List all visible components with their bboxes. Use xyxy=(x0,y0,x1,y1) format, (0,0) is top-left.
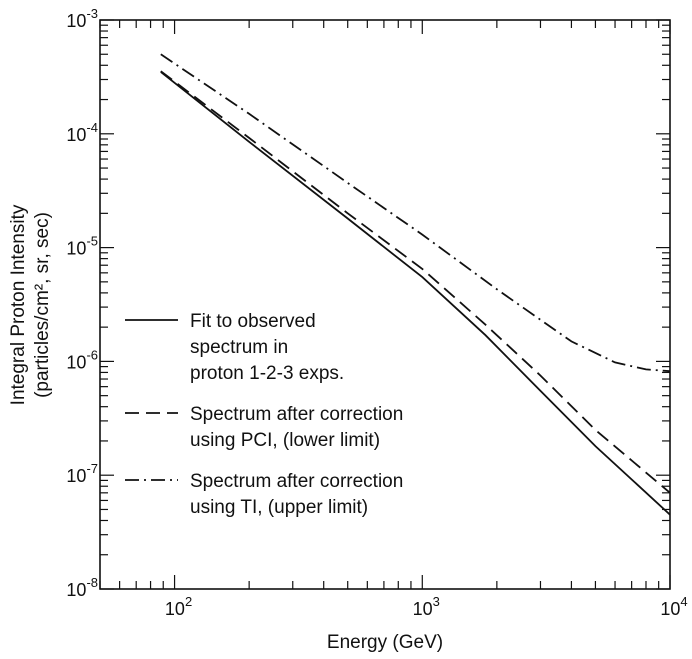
plot-frame xyxy=(99,19,671,590)
series-line-3 xyxy=(160,53,671,373)
series-line-2 xyxy=(160,70,671,494)
legend-label-2: Spectrum after correction xyxy=(190,404,403,425)
legend-label-3: using TI, (upper limit) xyxy=(190,497,368,518)
x-tick-label: 104 xyxy=(660,594,687,619)
x-tick-label: 103 xyxy=(413,594,440,619)
y-tick-labels: 10-8 10-7 10-6 10-5 10-4 10-3 xyxy=(66,6,98,600)
legend-label-1: proton 1-2-3 exps. xyxy=(190,363,344,384)
legend-label-1: Fit to observed xyxy=(190,311,316,332)
y-tick-label: 10-8 xyxy=(66,575,98,600)
y-axis-label-group: Integral Proton Intensity (particles/cm²… xyxy=(8,204,53,405)
y-tick-label: 10-3 xyxy=(66,6,98,31)
y-axis-units: (particles/cm², sr, sec) xyxy=(32,212,53,398)
legend-label-2: using PCI, (lower limit) xyxy=(190,430,380,451)
y-axis-label: Integral Proton Intensity xyxy=(8,204,29,405)
series-line-1 xyxy=(160,71,671,516)
series-lines xyxy=(160,53,671,516)
y-tick-label: 10-6 xyxy=(66,347,98,372)
y-tick-label: 10-4 xyxy=(66,120,98,145)
legend-label-3: Spectrum after correction xyxy=(190,471,403,492)
legend-label-1: spectrum in xyxy=(190,337,288,358)
y-tick-label: 10-5 xyxy=(66,234,98,259)
y-tick-label: 10-7 xyxy=(66,461,98,486)
legend: Fit to observed spectrum in proton 1-2-3 e… xyxy=(125,311,403,518)
x-tick-labels: 102 103 104 xyxy=(165,594,688,619)
tick-marks xyxy=(99,19,671,590)
x-tick-label: 102 xyxy=(165,594,192,619)
x-axis-label: Energy (GeV) xyxy=(327,632,443,653)
